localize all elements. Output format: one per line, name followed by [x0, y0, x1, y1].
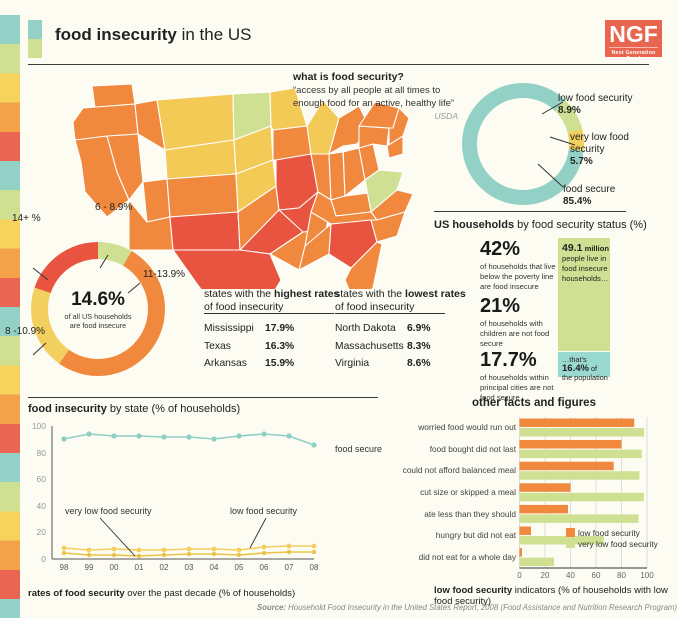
svg-text:40: 40: [566, 571, 575, 580]
svg-text:food bought did not last: food bought did not last: [430, 444, 517, 454]
svg-text:20: 20: [541, 571, 550, 580]
svg-text:low food security: low food security: [578, 528, 641, 538]
svg-text:did not eat for a whole day: did not eat for a whole day: [419, 552, 517, 562]
svg-text:ate less than they should: ate less than they should: [424, 509, 516, 519]
svg-text:hungry but did not eat: hungry but did not eat: [436, 530, 517, 540]
svg-text:100: 100: [640, 571, 654, 580]
svg-text:0: 0: [517, 571, 522, 580]
svg-text:very low food security: very low food security: [578, 539, 659, 549]
svg-text:worried food would run out: worried food would run out: [417, 422, 516, 432]
svg-text:60: 60: [592, 571, 601, 580]
svg-text:could not afford balanced meal: could not afford balanced meal: [403, 465, 516, 475]
svg-text:80: 80: [617, 571, 626, 580]
svg-text:cut size or skipped a meal: cut size or skipped a meal: [420, 487, 516, 497]
